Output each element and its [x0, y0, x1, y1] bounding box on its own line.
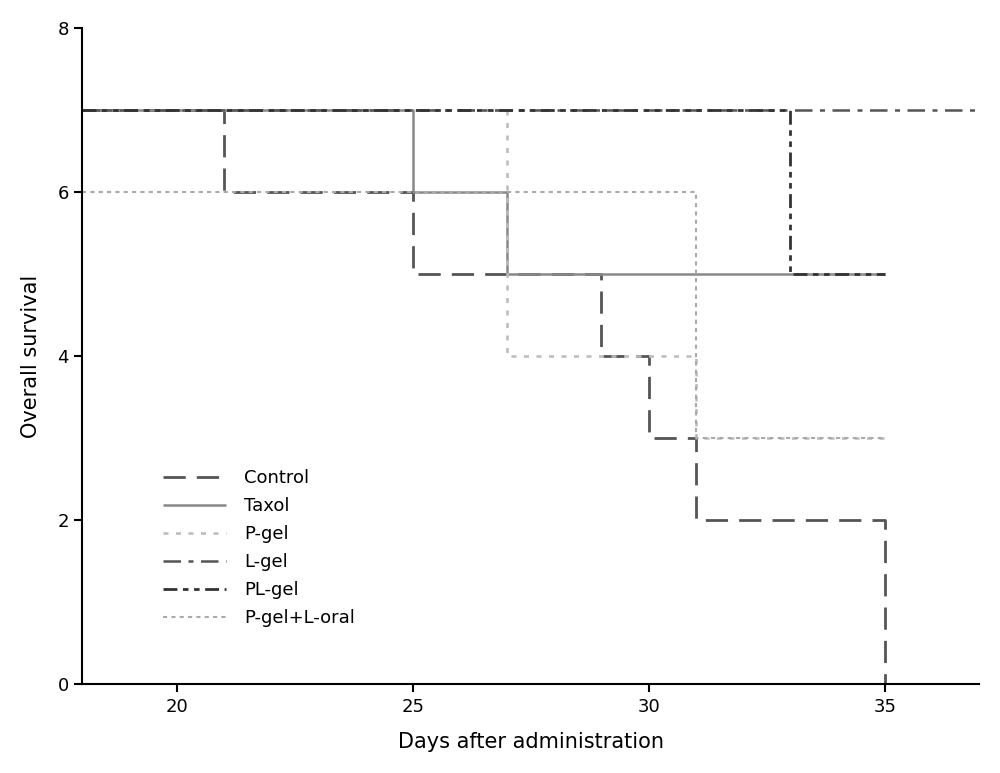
Legend: Control, Taxol, P-gel, L-gel, PL-gel, P-gel+L-oral: Control, Taxol, P-gel, L-gel, PL-gel, P-… [154, 460, 364, 636]
X-axis label: Days after administration: Days after administration [398, 732, 664, 752]
Y-axis label: Overall survival: Overall survival [21, 274, 41, 438]
